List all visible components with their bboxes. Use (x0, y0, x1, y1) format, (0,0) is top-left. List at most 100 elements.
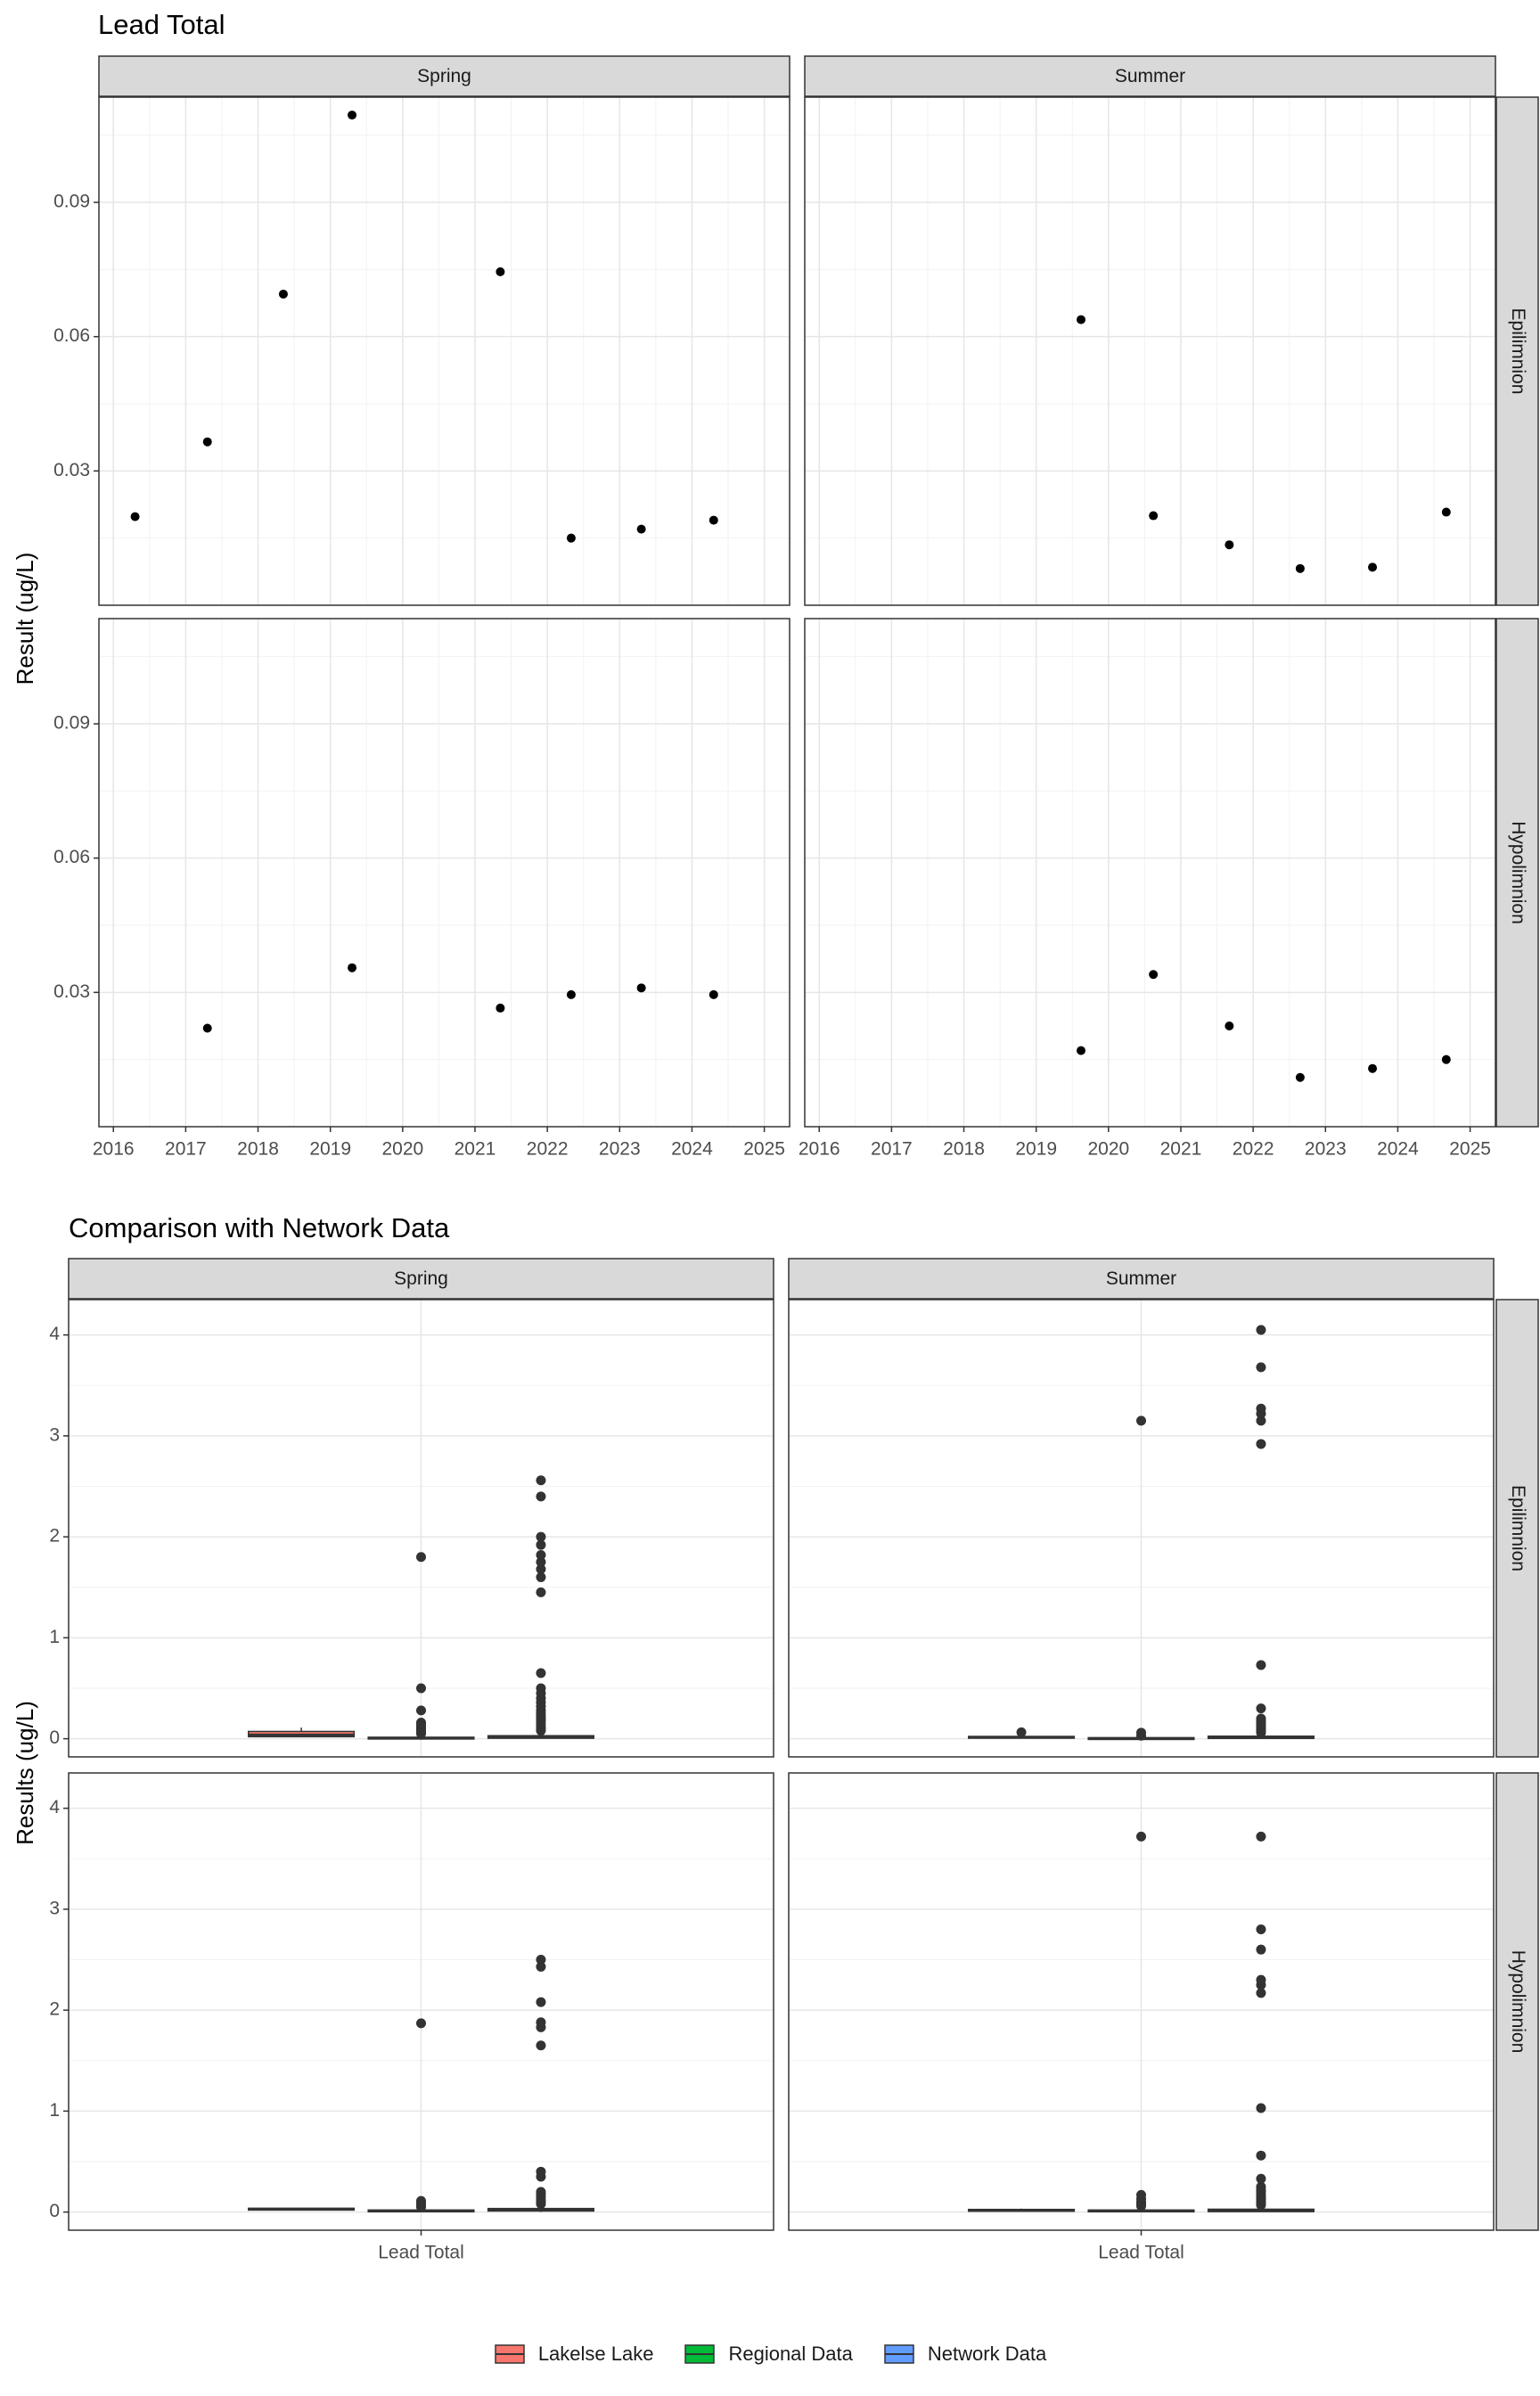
chart-title-comparison: Comparison with Network Data (69, 1212, 450, 1243)
y-tick-label: 4 (49, 1797, 60, 1818)
panel-summer-epilimnion-lakelse-lake-outlier (1016, 1727, 1027, 1737)
panel-summer-hypolimnion-network-data-outlier (1256, 1988, 1266, 1998)
y-tick-label: 1 (49, 1627, 60, 1647)
panel-summer-hypolimnion-network-data-outlier (1256, 1924, 1266, 1935)
panel-spring-hypolimnion-background (99, 619, 790, 1127)
panel-spring-epilimnion-point (566, 533, 576, 543)
panel-summer-hypolimnion-network-data-outlier (1256, 2181, 1266, 2192)
panel-spring-hypolimnion-point (496, 1003, 505, 1013)
panel-summer-epilimnion-network-data-outlier (1256, 1325, 1266, 1335)
facet-strip-epilimnion (1495, 1299, 1539, 1758)
panel-spring-epilimnion-point (130, 512, 140, 521)
panel-spring-epilimnion-network-data-outlier (536, 1491, 546, 1502)
x-tick-label: 2017 (165, 1139, 207, 1160)
panel-spring-hypolimnion-regional-data-outlier (416, 2195, 426, 2206)
panel-summer-epilimnion-point (1368, 562, 1378, 572)
panel-spring-epilimnion-network-data-outlier (536, 1563, 546, 1574)
facet-strip-epilimnion (1495, 96, 1539, 606)
panel-summer-epilimnion-border (804, 96, 1496, 606)
panel-summer-hypolimnion-point (1149, 970, 1159, 980)
legend: Lakelse Lake Regional Data Network Data (0, 2343, 1540, 2366)
panel-summer-epilimnion-network-data-outlier (1256, 1362, 1266, 1373)
panel-summer-epilimnion-point (1149, 511, 1159, 521)
panel-spring-hypolimnion-network-data-outlier (536, 1997, 546, 2007)
panel-summer-epilimnion-border (788, 1299, 1495, 1758)
panel-spring-epilimnion-network-data-outlier (536, 1668, 546, 1678)
panel-summer-epilimnion-network-data-outlier (1256, 1703, 1266, 1714)
panel-spring-hypolimnion-point (348, 963, 357, 972)
panel-spring-epilimnion-regional-data-outlier (416, 1683, 426, 1694)
panel-spring-epilimnion-network-data-outlier (536, 1587, 546, 1597)
x-tick-label: 2018 (943, 1139, 985, 1160)
legend-glyph-lakelse-lake (495, 2344, 525, 2364)
y-axis-title-result: Result (ug/L) (12, 553, 38, 685)
panel-spring-epilimnion-regional-data-outlier (416, 1717, 426, 1727)
panel-summer-hypolimnion-network-data-outlier (1256, 1944, 1266, 1955)
panel-spring-hypolimnion-regional-data-outlier (416, 2018, 426, 2029)
x-tick-label: 2024 (1377, 1139, 1419, 1160)
legend-label-lakelse-lake: Lakelse Lake (537, 2343, 654, 2365)
panel-spring-epilimnion-network-data-outlier (536, 1475, 546, 1486)
y-tick-label: 0.06 (53, 325, 90, 346)
panel-spring-hypolimnion-point (636, 983, 646, 993)
facet-label-summer: Summer (1115, 66, 1185, 86)
x-tick-label: 2021 (455, 1139, 496, 1160)
x-tick-label: 2016 (799, 1139, 840, 1160)
legend-label-regional-data: Regional Data (728, 2343, 853, 2365)
x-tick-label: 2021 (1160, 1139, 1202, 1160)
panel-spring-epilimnion-border (98, 96, 790, 606)
legend-item-lakelse-lake: Lakelse Lake (494, 2343, 654, 2366)
panel-summer-epilimnion-background (805, 97, 1495, 605)
panel-summer-epilimnion-regional-data-outlier (1136, 1415, 1146, 1426)
facet-strip-spring (98, 55, 790, 97)
panel-spring-epilimnion-point (636, 524, 646, 534)
panel-spring-epilimnion-point (709, 515, 718, 525)
x-tick-label: 2022 (1233, 1139, 1274, 1160)
panel-summer-hypolimnion-regional-data-outlier (1136, 1831, 1146, 1842)
y-tick-label: 0 (49, 2201, 60, 2221)
panel-summer-epilimnion-point (1225, 540, 1234, 550)
y-tick-label: 4 (49, 1324, 60, 1344)
panel-summer-hypolimnion-point (1441, 1054, 1451, 1064)
panel-spring-epilimnion-network-data-outlier (536, 1556, 546, 1567)
facet-strip-summer (804, 55, 1496, 97)
y-tick-label: 0 (49, 1727, 60, 1748)
y-tick-label: 2 (49, 1526, 60, 1547)
panel-summer-epilimnion-network-data-outlier (1256, 1660, 1266, 1670)
x-tick-label-lead-total: Lead Total (378, 2243, 464, 2263)
panel-summer-epilimnion-network-data-outlier (1256, 1403, 1266, 1414)
panel-spring-epilimnion-network-data-outlier (536, 1539, 546, 1550)
panel-summer-epilimnion-regional-data-outlier (1136, 1727, 1146, 1738)
y-tick-label: 0.09 (53, 713, 90, 734)
panel-summer-hypolimnion-network-data-outlier (1256, 1831, 1266, 1842)
y-tick-label: 0.06 (53, 847, 90, 867)
legend-glyph-network-data (884, 2344, 914, 2364)
y-tick-label: 3 (49, 1898, 60, 1918)
y-tick-label: 1 (49, 2100, 60, 2121)
legend-key-network-data (883, 2343, 915, 2365)
panel-spring-hypolimnion-network-data-outlier (536, 2166, 546, 2177)
y-tick-label: 3 (49, 1424, 60, 1445)
y-tick-label: 0.03 (53, 981, 90, 1002)
panel-summer-hypolimnion-point (1077, 1046, 1085, 1055)
x-tick-label: 2020 (1087, 1139, 1129, 1160)
legend-item-network-data: Network Data (883, 2343, 1046, 2366)
facet-strip-spring (68, 1258, 774, 1300)
facet-strip-hypolimnion (1495, 1772, 1539, 2231)
x-tick-label: 2023 (1305, 1139, 1347, 1160)
facet-label-hypolimnion: Hypolimnion (1508, 1950, 1528, 2054)
x-tick-label: 2022 (527, 1139, 569, 1160)
legend-label-network-data: Network Data (927, 2343, 1047, 2365)
panel-spring-epilimnion-network-data-outlier (536, 1571, 546, 1582)
x-tick-label: 2019 (1015, 1139, 1057, 1160)
panel-spring-epilimnion-point (496, 267, 505, 276)
panel-spring-epilimnion-regional-data-outlier (416, 1705, 426, 1716)
panel-spring-hypolimnion-network-data-outlier (536, 2040, 546, 2051)
panel-summer-hypolimnion-background (805, 619, 1495, 1127)
y-tick-label: 0.03 (53, 460, 90, 480)
panel-spring-hypolimnion-border (98, 618, 790, 1128)
x-tick-label: 2023 (599, 1139, 641, 1160)
panel-spring-epilimnion-point (278, 289, 288, 299)
panel-spring-hypolimnion-network-data-outlier (536, 2017, 546, 2028)
